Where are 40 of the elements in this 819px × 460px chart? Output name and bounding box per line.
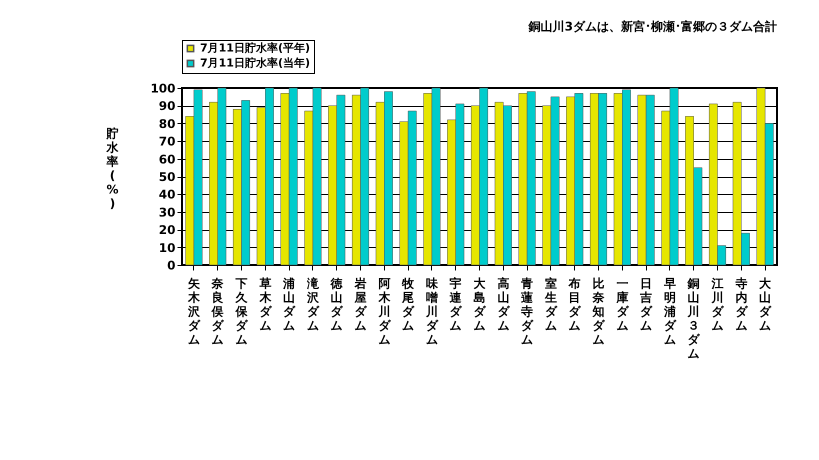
- x-tick-label: 大山ダム: [759, 276, 772, 332]
- x-tick-label: 浦山ダム: [282, 276, 296, 332]
- legend-label: 7月11日貯水率(平年): [200, 42, 310, 54]
- x-tick-label: 徳山ダム: [330, 276, 344, 332]
- x-tick-label: 宇連ダム: [448, 276, 463, 332]
- x-tick-label: 高山ダム: [497, 276, 510, 332]
- x-tick-label: 牧尾ダム: [401, 276, 416, 332]
- x-tick-label: 岩屋ダム: [354, 276, 368, 332]
- x-tick-label: 下久保ダム: [234, 276, 248, 346]
- y-tick-label: 10: [158, 240, 176, 255]
- x-tick-label: 寺内ダム: [734, 276, 748, 332]
- x-tick-label: 布目ダム: [568, 276, 582, 332]
- chart-title: 銅山川3ダムは、新宮･柳瀬･富郷の３ダム合計: [528, 20, 777, 34]
- y-tick-label: 60: [158, 152, 176, 166]
- x-tick-label: 阿木川ダム: [377, 276, 392, 346]
- x-tick-label: 銅山川３ダム: [686, 276, 701, 360]
- y-tick-label: 80: [158, 116, 176, 131]
- x-tick-label: 青蓮寺ダム: [520, 276, 534, 346]
- y-tick-label: 30: [158, 205, 176, 220]
- y-tick-label: 50: [158, 170, 176, 184]
- x-tick-label: 室生ダム: [544, 276, 558, 332]
- x-tick-label: 一庫ダム: [615, 276, 630, 332]
- x-tick-label: 江川ダム: [710, 276, 724, 332]
- x-tick-label: 奈良俣ダム: [210, 276, 225, 346]
- y-tick-label: 70: [158, 134, 176, 149]
- y-tick-label: 40: [158, 188, 176, 202]
- x-tick-label: 大島ダム: [474, 276, 486, 332]
- x-tick-label: 早明浦ダム: [662, 276, 677, 346]
- y-tick-label: 20: [158, 223, 176, 238]
- y-tick-label: 90: [158, 99, 176, 114]
- legend-label: 7月11日貯水率(当年): [200, 56, 310, 70]
- x-tick-label: 日吉ダム: [639, 276, 654, 332]
- x-tick-label: 草木ダム: [258, 276, 272, 332]
- y-tick-label: 100: [150, 82, 176, 96]
- x-tick-label: 味噌川ダム: [424, 276, 439, 346]
- y-tick-label: 0: [167, 258, 176, 272]
- x-tick-label: 比奈知ダム: [592, 276, 606, 346]
- x-tick-label: 滝沢ダム: [306, 276, 320, 332]
- y-axis-title: 貯水率(%): [106, 126, 120, 210]
- x-tick-label: 矢木沢ダム: [186, 276, 201, 346]
